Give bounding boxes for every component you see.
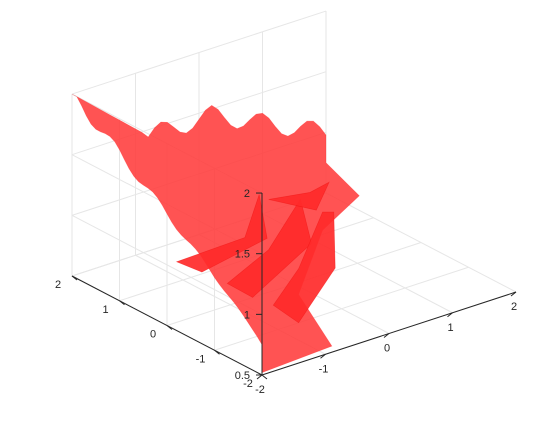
x-tick-mark — [510, 291, 517, 297]
y-tick-mark — [71, 275, 78, 281]
x-axis-ticks: -2 -1 0 1 2 — [255, 291, 517, 396]
surface — [71, 93, 360, 374]
x-tick-label: 0 — [384, 343, 390, 355]
y-tick-label: 2 — [55, 279, 61, 291]
grid-floor-y — [214, 266, 469, 351]
x-tick-label: -2 — [255, 384, 265, 396]
x-tick-label: -1 — [319, 363, 329, 375]
x-tick-mark — [383, 333, 390, 338]
grid-wall-back-z — [71, 10, 327, 95]
z-tick-label: 1 — [244, 309, 250, 321]
x-tick-label: 1 — [447, 322, 453, 334]
y-tick-label: 1 — [102, 304, 108, 316]
y-tick-mark — [119, 300, 125, 306]
y-axis-ticks: -2 -1 0 1 2 — [55, 275, 268, 390]
surface-fin — [268, 181, 330, 211]
z-tick-label: 2 — [244, 188, 250, 200]
surface-fin — [272, 211, 336, 324]
x-tick-label: 2 — [511, 301, 517, 313]
z-tick-label: 0.5 — [235, 370, 250, 382]
y-tick-label: 0 — [150, 329, 156, 341]
x-tick-mark — [320, 353, 326, 359]
surface-fin — [175, 194, 268, 273]
z-tick-label: 1.5 — [235, 249, 250, 261]
y-tick-label: -2 — [243, 378, 253, 390]
y-tick-label: -1 — [196, 353, 206, 365]
x-tick-mark — [447, 312, 453, 318]
y-tick-mark — [166, 325, 173, 330]
y-tick-mark — [214, 349, 220, 355]
z-axis-ticks: 0.5 1 1.5 2 — [235, 188, 262, 382]
y-tick-mark — [261, 374, 268, 380]
x-tick-mark — [256, 374, 263, 380]
